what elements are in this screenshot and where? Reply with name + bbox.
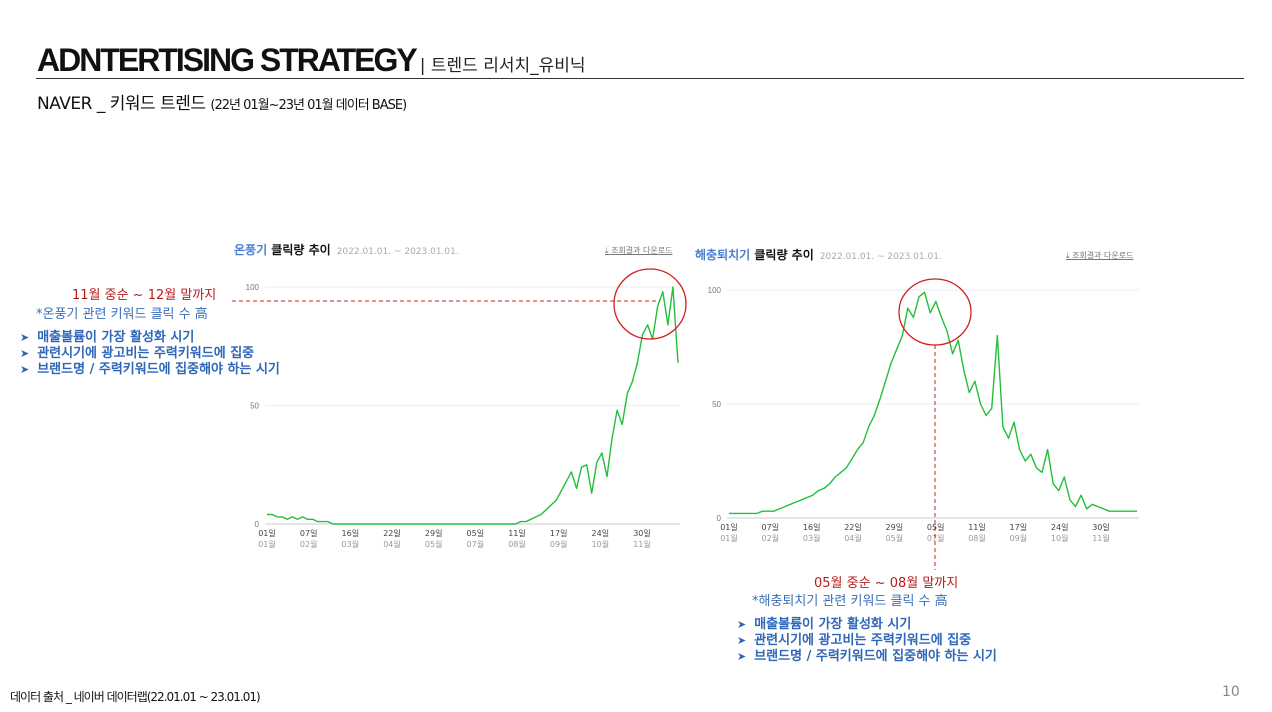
x-tick-day-label: 29일 bbox=[425, 529, 443, 538]
y-tick-label: 100 bbox=[246, 283, 260, 292]
x-tick-month-label: 10월 bbox=[1051, 533, 1069, 543]
y-tick-label: 50 bbox=[712, 400, 721, 409]
title-divider bbox=[36, 78, 1244, 79]
right-peak-period: 05월 중순 ~ 08월 말까지 bbox=[814, 576, 959, 591]
right-peak-desc: *해충퇴치기 관련 키워드 클릭 수 高 bbox=[752, 594, 948, 609]
left-bullet-list: ➤ 매출볼륨이 가장 활성화 시기 ➤ 관련시기에 광고비는 주력키워드에 집중 ➤… bbox=[20, 330, 280, 378]
right-chart-metric: 클릭량 추이 bbox=[750, 248, 814, 262]
x-tick-month-label: 02월 bbox=[300, 539, 318, 549]
x-tick-day-label: 24일 bbox=[1051, 523, 1069, 532]
x-tick-day-label: 01일 bbox=[258, 529, 276, 538]
x-tick-day-label: 30일 bbox=[633, 529, 651, 538]
right-line-chart: 05010001일01월07일02월16일03월22일04월29일05월05일0… bbox=[708, 286, 1139, 543]
arrow-bullet-icon: ➤ bbox=[20, 363, 30, 376]
left-peak-period: 11월 중순 ~ 12월 말까지 bbox=[72, 288, 217, 303]
x-tick-month-label: 09월 bbox=[1010, 533, 1028, 543]
slide-title-row: ADNTERTISING STRATEGY | 트렌드 리서치_유비닉 bbox=[37, 42, 586, 79]
arrow-bullet-icon: ➤ bbox=[20, 331, 30, 344]
x-tick-month-label: 07월 bbox=[927, 533, 945, 543]
x-tick-month-label: 03월 bbox=[342, 539, 360, 549]
left-bullet-item: ➤ 브랜드명 / 주력키워드에 집중해야 하는 시기 bbox=[20, 362, 280, 377]
left-download-link[interactable]: ⤓ 조회결과 다운로드 bbox=[605, 246, 673, 255]
arrow-bullet-icon: ➤ bbox=[737, 650, 747, 663]
x-tick-day-label: 11일 bbox=[508, 529, 526, 538]
x-tick-month-label: 03월 bbox=[803, 533, 821, 543]
series-line bbox=[729, 291, 1137, 515]
x-tick-day-label: 29일 bbox=[886, 523, 904, 532]
page-number: 10 bbox=[1222, 684, 1240, 700]
right-bullet-item: ➤ 매출볼륨이 가장 활성화 시기 bbox=[737, 617, 912, 632]
series-line bbox=[267, 286, 679, 525]
left-highlight-circle bbox=[613, 268, 687, 340]
y-tick-label: 50 bbox=[250, 402, 259, 411]
right-bullet-item: ➤ 관련시기에 광고비는 주력키워드에 집중 bbox=[737, 633, 972, 648]
x-tick-day-label: 01일 bbox=[720, 523, 738, 532]
x-tick-day-label: 07일 bbox=[300, 529, 318, 538]
right-download-link[interactable]: ⤓ 조회결과 다운로드 bbox=[1066, 251, 1134, 260]
right-chart-date-range: 2022.01.01. ~ 2023.01.01. bbox=[819, 252, 942, 262]
arrow-bullet-icon: ➤ bbox=[737, 634, 747, 647]
x-tick-day-label: 05일 bbox=[467, 529, 485, 538]
x-tick-month-label: 01월 bbox=[720, 533, 738, 543]
left-peak-desc: *온풍기 관련 키워드 클릭 수 高 bbox=[36, 307, 208, 322]
y-tick-label: 0 bbox=[717, 514, 722, 523]
x-tick-month-label: 11월 bbox=[1092, 533, 1110, 543]
left-bullet-item: ➤ 관련시기에 광고비는 주력키워드에 집중 bbox=[20, 346, 255, 361]
right-chart-keyword: 해충퇴치기 bbox=[695, 248, 751, 262]
x-tick-day-label: 16일 bbox=[803, 523, 821, 532]
x-tick-month-label: 08월 bbox=[968, 533, 986, 543]
left-chart-header: 온풍기 클릭량 추이 2022.01.01. ~ 2023.01.01. bbox=[234, 241, 459, 258]
right-highlight-circle bbox=[898, 278, 972, 346]
x-tick-month-label: 02월 bbox=[762, 533, 780, 543]
subtitle-period: (22년 01월~23년 01월 데이터 BASE) bbox=[210, 98, 407, 113]
right-bullet-list: ➤ 매출볼륨이 가장 활성화 시기 ➤ 관련시기에 광고비는 주력키워드에 집중 ➤… bbox=[737, 617, 997, 665]
x-tick-day-label: 22일 bbox=[383, 529, 401, 538]
slide-title-sub: | 트렌드 리서치_유비닉 bbox=[419, 56, 586, 76]
x-tick-day-label: 16일 bbox=[342, 529, 360, 538]
x-tick-month-label: 05월 bbox=[425, 539, 443, 549]
x-tick-day-label: 24일 bbox=[592, 529, 610, 538]
y-tick-label: 0 bbox=[255, 520, 260, 529]
x-tick-day-label: 30일 bbox=[1092, 523, 1110, 532]
arrow-bullet-icon: ➤ bbox=[20, 347, 30, 360]
left-bullet-item: ➤ 매출볼륨이 가장 활성화 시기 bbox=[20, 330, 195, 345]
x-tick-day-label: 17일 bbox=[550, 529, 568, 538]
slide-title: ADNTERTISING STRATEGY bbox=[37, 42, 418, 78]
left-line-chart: 05010001일01월07일02월16일03월22일04월29일05월05일0… bbox=[246, 283, 680, 549]
subtitle-main: NAVER _ 키워드 트렌드 bbox=[37, 94, 211, 114]
left-chart-metric: 클릭량 추이 bbox=[267, 243, 331, 257]
x-tick-day-label: 07일 bbox=[762, 523, 780, 532]
x-tick-month-label: 05월 bbox=[886, 533, 904, 543]
x-tick-month-label: 04월 bbox=[383, 539, 401, 549]
x-tick-month-label: 08월 bbox=[508, 539, 526, 549]
right-bullet-item: ➤ 브랜드명 / 주력키워드에 집중해야 하는 시기 bbox=[737, 649, 997, 664]
footer-source: 데이터 출처 _ 네이버 데이터랩(22.01.01 ~ 23.01.01) bbox=[10, 690, 261, 704]
x-tick-month-label: 10월 bbox=[592, 539, 610, 549]
x-tick-month-label: 11월 bbox=[633, 539, 651, 549]
right-chart-header: 해충퇴치기 클릭량 추이 2022.01.01. ~ 2023.01.01. bbox=[695, 246, 942, 263]
x-tick-month-label: 04월 bbox=[844, 533, 862, 543]
left-chart-keyword: 온풍기 bbox=[234, 243, 268, 257]
x-tick-day-label: 05일 bbox=[927, 523, 945, 532]
arrow-bullet-icon: ➤ bbox=[737, 618, 747, 631]
slide-subtitle: NAVER _ 키워드 트렌드 (22년 01월~23년 01월 데이터 BAS… bbox=[37, 89, 407, 114]
x-tick-month-label: 09월 bbox=[550, 539, 568, 549]
x-tick-day-label: 22일 bbox=[844, 523, 862, 532]
left-chart-date-range: 2022.01.01. ~ 2023.01.01. bbox=[336, 247, 459, 257]
x-tick-day-label: 11일 bbox=[968, 523, 986, 532]
x-tick-month-label: 07월 bbox=[467, 539, 485, 549]
x-tick-month-label: 01월 bbox=[258, 539, 276, 549]
x-tick-day-label: 17일 bbox=[1010, 523, 1028, 532]
y-tick-label: 100 bbox=[708, 286, 722, 295]
